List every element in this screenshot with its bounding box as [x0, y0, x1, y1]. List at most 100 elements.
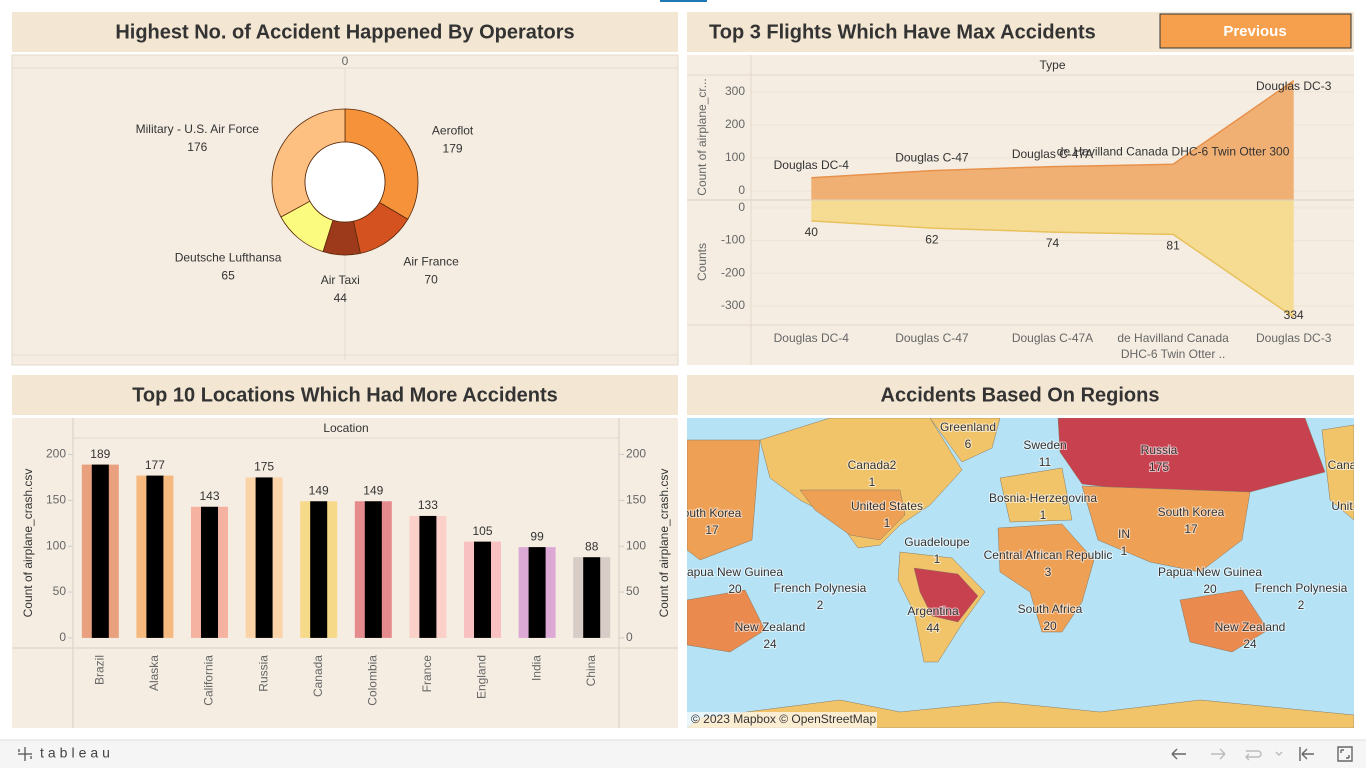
y2-tick-label: 0: [738, 200, 745, 214]
region-value: 6: [965, 437, 972, 451]
bar: [528, 547, 546, 638]
region-value: 1: [884, 516, 891, 530]
land: [799, 489, 906, 541]
x-tick-label: China: [584, 655, 598, 687]
region-label: Cana: [1328, 458, 1357, 472]
x-tick-label: de Havilland Canada DHC-6 Twin Otter ..: [1117, 331, 1229, 361]
slice-label: Deutsche Lufthansa: [175, 250, 282, 264]
region-value: 175: [1149, 460, 1169, 474]
value-label: 149: [363, 483, 383, 497]
x-tick-label: France: [420, 655, 434, 693]
value-label: 62: [925, 232, 939, 246]
region-label: IN: [1118, 527, 1130, 541]
region-value: 1: [1040, 508, 1047, 522]
region-value: 44: [926, 621, 940, 635]
y-tick-label: 0: [738, 183, 745, 197]
region-label: French Polynesia: [1255, 581, 1348, 595]
bar: [146, 475, 164, 638]
mark-label: Douglas DC-3: [1256, 79, 1332, 93]
land: [913, 567, 979, 623]
value-label: 81: [1166, 239, 1180, 253]
region-label: Russia: [1141, 443, 1178, 457]
dropdown-icon[interactable]: [1275, 751, 1283, 756]
region-label: French Polynesia: [774, 581, 867, 595]
land: [1081, 485, 1251, 573]
bar: [201, 506, 218, 638]
area-fill: [811, 200, 1294, 318]
x-tick-label: Colombia: [365, 655, 379, 706]
slice-label: Air France: [403, 254, 459, 268]
chart-title: Top 10 Locations Which Had More Accident…: [132, 384, 558, 406]
value-label: 334: [1284, 308, 1304, 322]
revert-icon[interactable]: [1245, 750, 1262, 761]
mark-label: de Havilland Canada DHC-6 Twin Otter 300: [1057, 144, 1290, 158]
region-label: Greenland: [940, 420, 996, 434]
land: [999, 467, 1073, 523]
region-value: 3: [1045, 565, 1052, 579]
redo-icon[interactable]: [1211, 748, 1226, 760]
value-label: 133: [418, 498, 438, 512]
bar: [419, 515, 437, 638]
region-value: 24: [1243, 637, 1257, 651]
y-tick-label: 300: [725, 84, 745, 98]
x-tick-label: Russia: [256, 655, 270, 692]
column-header: Type: [1039, 58, 1065, 72]
region-value: 17: [705, 523, 719, 537]
y2-axis-title: Counts: [695, 243, 709, 281]
x-tick-label-box: Douglas C-47A: [1012, 331, 1093, 345]
region-value: 17: [1184, 522, 1198, 536]
previous-button[interactable]: Previous: [1159, 13, 1352, 49]
chart-title: Highest No. of Accident Happened By Oper…: [115, 21, 574, 43]
value-label: 99: [530, 529, 544, 543]
y-tick-label: 200: [725, 117, 745, 131]
region-value: 20: [728, 582, 742, 596]
reset-icon[interactable]: [1299, 747, 1314, 761]
map-attribution: © 2023 Mapbox © OpenStreetMap: [691, 712, 876, 726]
y-tick-label: 100: [725, 150, 745, 164]
undo-icon[interactable]: [1171, 748, 1186, 760]
fullscreen-icon[interactable]: [1337, 746, 1353, 762]
region-value: 2: [1298, 598, 1305, 612]
region-value: 2: [817, 598, 824, 612]
y2-tick-label: 100: [626, 538, 646, 552]
slice-value: 44: [334, 291, 348, 305]
bar: [364, 501, 382, 638]
button-label[interactable]: Previous: [1223, 23, 1286, 40]
tableau-logo-icon: [18, 747, 32, 761]
bar: [91, 464, 109, 638]
value-label: 175: [254, 460, 274, 474]
value-label: 177: [145, 458, 165, 472]
mark-label: Douglas C-47: [895, 151, 969, 165]
y2-tick-label: 50: [626, 584, 640, 598]
land: [1057, 418, 1326, 493]
value-label: 88: [585, 539, 599, 553]
y-tick-label: 0: [59, 630, 66, 644]
x-tick-label: England: [475, 655, 489, 699]
region-label: New Zealand: [735, 620, 806, 634]
x-tick-label: California: [202, 655, 216, 706]
attribution-bg: [687, 712, 877, 728]
y-axis-title: Count of airplane_cr...: [695, 78, 709, 195]
y2-axis-title: Count of airplane_crash.csv: [657, 469, 671, 618]
bar: [474, 541, 491, 638]
value-label: 189: [90, 447, 110, 461]
slice-label: Military - U.S. Air Force: [136, 122, 260, 136]
x-tick-label-box: Douglas C-47: [895, 331, 968, 345]
value-label: 143: [199, 489, 219, 503]
column-header: Location: [323, 421, 368, 435]
y2-tick-label: 150: [626, 493, 646, 507]
x-tick-label: Douglas DC-3: [1256, 331, 1332, 345]
region-label: Bosnia-Herzegovina: [989, 491, 1097, 505]
value-label: 74: [1046, 236, 1060, 250]
value-label: 40: [805, 225, 819, 239]
y2-tick-label: -100: [721, 233, 745, 247]
button-background[interactable]: [1159, 13, 1352, 49]
land: [1321, 424, 1354, 521]
title-bar: [687, 375, 1354, 415]
y2-tick-label: -200: [721, 265, 745, 279]
toolbar[interactable]: [1171, 746, 1353, 762]
y-axis-title: Count of airplane_crash.csv: [21, 469, 35, 618]
region-label: South Africa: [1018, 602, 1083, 616]
land: [997, 523, 1095, 633]
